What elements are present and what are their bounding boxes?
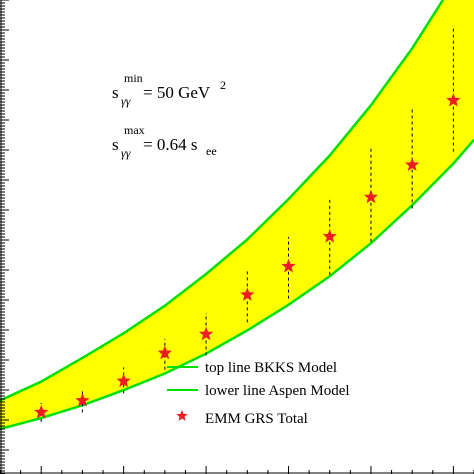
data-points: [34, 28, 461, 422]
smin-value: = 50 GeV: [143, 83, 211, 102]
smax-superscript: max: [124, 123, 145, 137]
data-point-star: [446, 92, 461, 107]
smin-s: s: [112, 83, 119, 102]
smax-value: = 0.64 s: [143, 135, 197, 154]
legend-label-aspen: lower line Aspen Model: [205, 383, 350, 399]
data-point-star: [322, 229, 337, 243]
data-point-star: [405, 157, 420, 172]
data-point-star: [116, 373, 131, 388]
data-point-star: [281, 258, 296, 273]
smin-unit-sup: 2: [220, 78, 226, 92]
smax-subscript: γγ: [121, 146, 131, 160]
band-fill: [0, 0, 474, 429]
legend-star-marker: [176, 410, 188, 421]
legend: top line BKKS Model lower line Aspen Mod…: [167, 360, 350, 427]
smax-ee-subscript: ee: [206, 144, 217, 158]
smin-subscript: γγ: [121, 94, 131, 108]
smin-annotation: s γγ min = 50 GeV 2: [112, 71, 226, 108]
data-point-star: [157, 345, 172, 360]
data-point-star: [198, 326, 214, 341]
smax-s: s: [112, 135, 119, 154]
bkks-model-line: [0, 0, 445, 402]
data-point-star: [75, 393, 90, 407]
smax-annotation: s γγ max = 0.64 s ee: [112, 123, 217, 160]
legend-label-emm: EMM GRS Total: [205, 411, 308, 427]
data-point-star: [34, 404, 49, 419]
legend-label-bkks: top line BKKS Model: [205, 360, 337, 376]
data-point-star: [363, 189, 379, 204]
data-point-star: [240, 287, 255, 301]
smin-superscript: min: [124, 71, 143, 85]
